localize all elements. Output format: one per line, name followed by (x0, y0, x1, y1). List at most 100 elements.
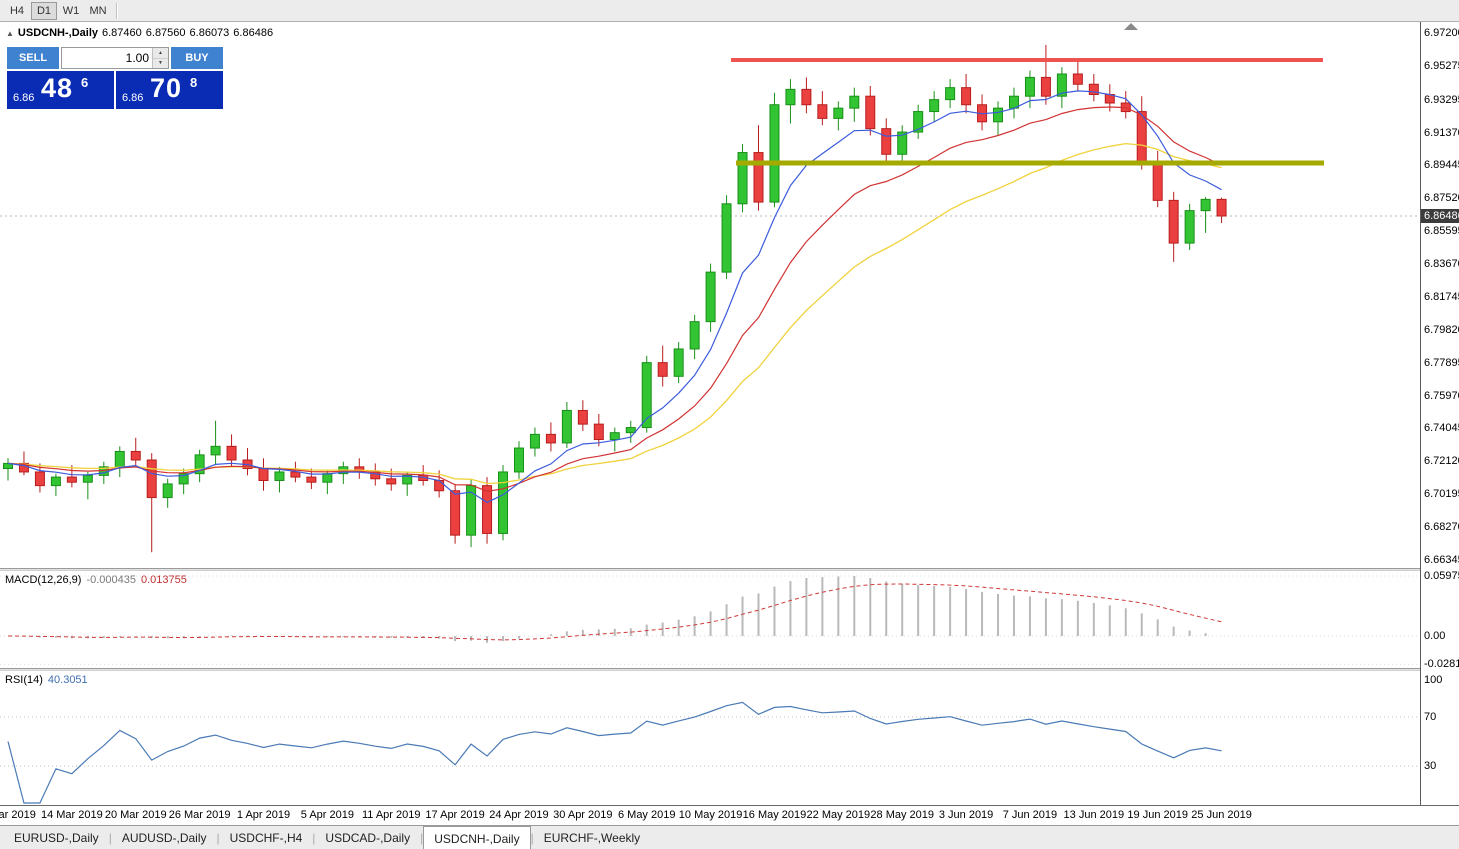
candle-body (1088, 83, 1099, 95)
candle-body (737, 152, 748, 205)
chart-tab-bar: EURUSD-,Daily | AUDUSD-,Daily | USDCHF-,H4 | U… (0, 825, 1459, 849)
candle-body (130, 450, 141, 461)
candle-body (18, 462, 29, 473)
symbol-tab-eurchf-weekly[interactable]: EURCHF-,Weekly (543, 831, 641, 845)
macd-axis-label: 0.00 (1424, 630, 1446, 642)
price-axis-label: 6.93295 (1424, 93, 1459, 106)
timeframe-button-w1[interactable]: W1 (62, 4, 80, 17)
candle-body (593, 423, 604, 441)
timeframe-toolbar: H4 D1 W1 MN (0, 0, 1459, 22)
volume-spinner: ▲ ▼ (152, 48, 168, 68)
pane-separator[interactable] (0, 668, 1420, 671)
candle-body (82, 474, 93, 483)
macd-axis-label: 0.059758 (1424, 570, 1459, 582)
candle-body (66, 476, 77, 483)
candle-body (561, 409, 572, 444)
time-axis-label: 11 Apr 2019 (361, 809, 421, 821)
collapse-trade-panel-icon[interactable]: ▲ (6, 29, 14, 38)
candle-body (785, 88, 796, 106)
timeframe-button-d1[interactable]: D1 (31, 1, 57, 20)
volume-input[interactable] (62, 48, 152, 68)
candle-body (1072, 73, 1083, 85)
candle-body (114, 450, 125, 468)
symbol-tab-audusd-daily[interactable]: AUDUSD-,Daily (121, 831, 207, 845)
candle-body (545, 433, 556, 444)
candle-body (482, 485, 493, 534)
candle-body (466, 485, 477, 536)
candle-body (290, 471, 301, 478)
time-axis-label: 5 Apr 2019 (300, 809, 354, 821)
pane-separator[interactable] (0, 568, 1420, 571)
tab-separator: | (420, 831, 424, 845)
time-axis-label: 3 Jun 2019 (938, 809, 994, 821)
candle-body (1184, 210, 1195, 244)
candle-body (513, 447, 524, 473)
candle-body (833, 107, 844, 119)
current-price-badge: 6.86486 (1421, 208, 1459, 223)
candle-body (753, 152, 764, 203)
candle-body (1216, 198, 1227, 217)
ohlc-high: 6.87560 (145, 27, 186, 39)
buy-button[interactable]: BUY (171, 47, 223, 69)
rsi-indicator-header: RSI(14) 40.3051 (5, 674, 93, 686)
one-click-trading-panel: SELL ▲ ▼ BUY 6.86 48 6 6.86 70 8 (7, 47, 223, 109)
candle-body (1200, 198, 1211, 212)
volume-up-icon[interactable]: ▲ (153, 48, 168, 59)
macd-indicator-header: MACD(12,26,9) -0.000435 0.013755 (5, 574, 192, 586)
time-axis-label: 8 Mar 2019 (0, 809, 36, 821)
volume-down-icon[interactable]: ▼ (153, 58, 168, 68)
price-chart[interactable] (0, 22, 1420, 805)
price-axis-label: 6.81745 (1424, 290, 1459, 303)
symbol-ohlc-line: ▲ USDCNH-,Daily 6.87460 6.87560 6.86073 6.864… (6, 27, 277, 39)
volume-box: ▲ ▼ (61, 47, 169, 69)
time-axis-label: 7 Jun 2019 (1002, 809, 1058, 821)
candle-body (450, 490, 461, 536)
rsi-axis-label: 30 (1424, 760, 1437, 773)
macd-signal-line (7, 583, 1222, 641)
tab-separator: | (312, 831, 316, 845)
price-axis[interactable]: 6.97200 6.95275 6.93295 6.91370 6.89445 6.875… (1420, 22, 1459, 805)
symbol-tab-usdchf-h4[interactable]: USDCHF-,H4 (229, 831, 303, 845)
candle-body (641, 362, 652, 429)
tab-separator: | (216, 831, 220, 845)
candle-body (226, 445, 237, 461)
time-axis-label: 20 Mar 2019 (104, 809, 167, 821)
price-axis-label: 6.75970 (1424, 389, 1459, 402)
buy-price-display[interactable]: 6.86 70 8 (116, 71, 223, 109)
symbol-title: USDCNH-,Daily (17, 27, 98, 39)
macd-signal-value: 0.013755 (140, 574, 187, 586)
candle-body (498, 471, 509, 534)
candle-body (881, 128, 892, 155)
time-axis-label: 24 Apr 2019 (489, 809, 549, 821)
symbol-tab-usdcad-daily[interactable]: USDCAD-,Daily (325, 831, 411, 845)
time-axis-label: 16 May 2019 (742, 809, 807, 821)
candle-body (705, 271, 716, 323)
time-axis-label: 30 Apr 2019 (553, 809, 613, 821)
candle-body (1024, 76, 1035, 97)
tab-separator: | (108, 831, 112, 845)
ma-line-mid (7, 106, 1222, 493)
candle-body (929, 99, 940, 113)
chart-shift-marker-icon[interactable] (1124, 23, 1138, 30)
candle-body (386, 478, 397, 485)
price-axis-label: 6.68270 (1424, 521, 1459, 534)
time-axis-label: 6 May 2019 (617, 809, 676, 821)
toolbar-separator (116, 2, 118, 19)
sell-price-display[interactable]: 6.86 48 6 (7, 71, 114, 109)
timeframe-button-mn[interactable]: MN (89, 4, 107, 17)
time-axis-label: 25 Jun 2019 (1191, 809, 1252, 821)
candle-body (194, 454, 205, 475)
candle-body (434, 479, 445, 492)
sell-button[interactable]: SELL (7, 47, 59, 69)
price-axis-label: 6.83670 (1424, 258, 1459, 271)
symbol-tab-eurusd-daily[interactable]: EURUSD-,Daily (14, 831, 99, 845)
candle-body (689, 321, 700, 350)
time-axis-label: 1 Apr 2019 (236, 809, 291, 821)
candle-body (721, 203, 732, 273)
timeframe-button-h4[interactable]: H4 (9, 4, 25, 17)
symbol-tab-usdcnh-daily[interactable]: USDCNH-,Daily (423, 826, 531, 849)
sell-price-big: 48 (41, 73, 74, 103)
candle-body (609, 432, 620, 441)
